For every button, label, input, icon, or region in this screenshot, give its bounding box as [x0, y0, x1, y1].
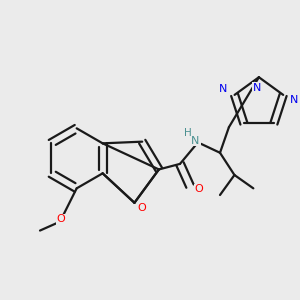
Text: N: N	[253, 83, 261, 93]
Text: O: O	[194, 184, 203, 194]
Text: H: H	[184, 128, 192, 138]
Text: N: N	[219, 84, 228, 94]
Text: O: O	[57, 214, 65, 224]
Text: O: O	[138, 203, 147, 213]
Text: N: N	[290, 95, 298, 105]
Text: N: N	[191, 136, 200, 146]
